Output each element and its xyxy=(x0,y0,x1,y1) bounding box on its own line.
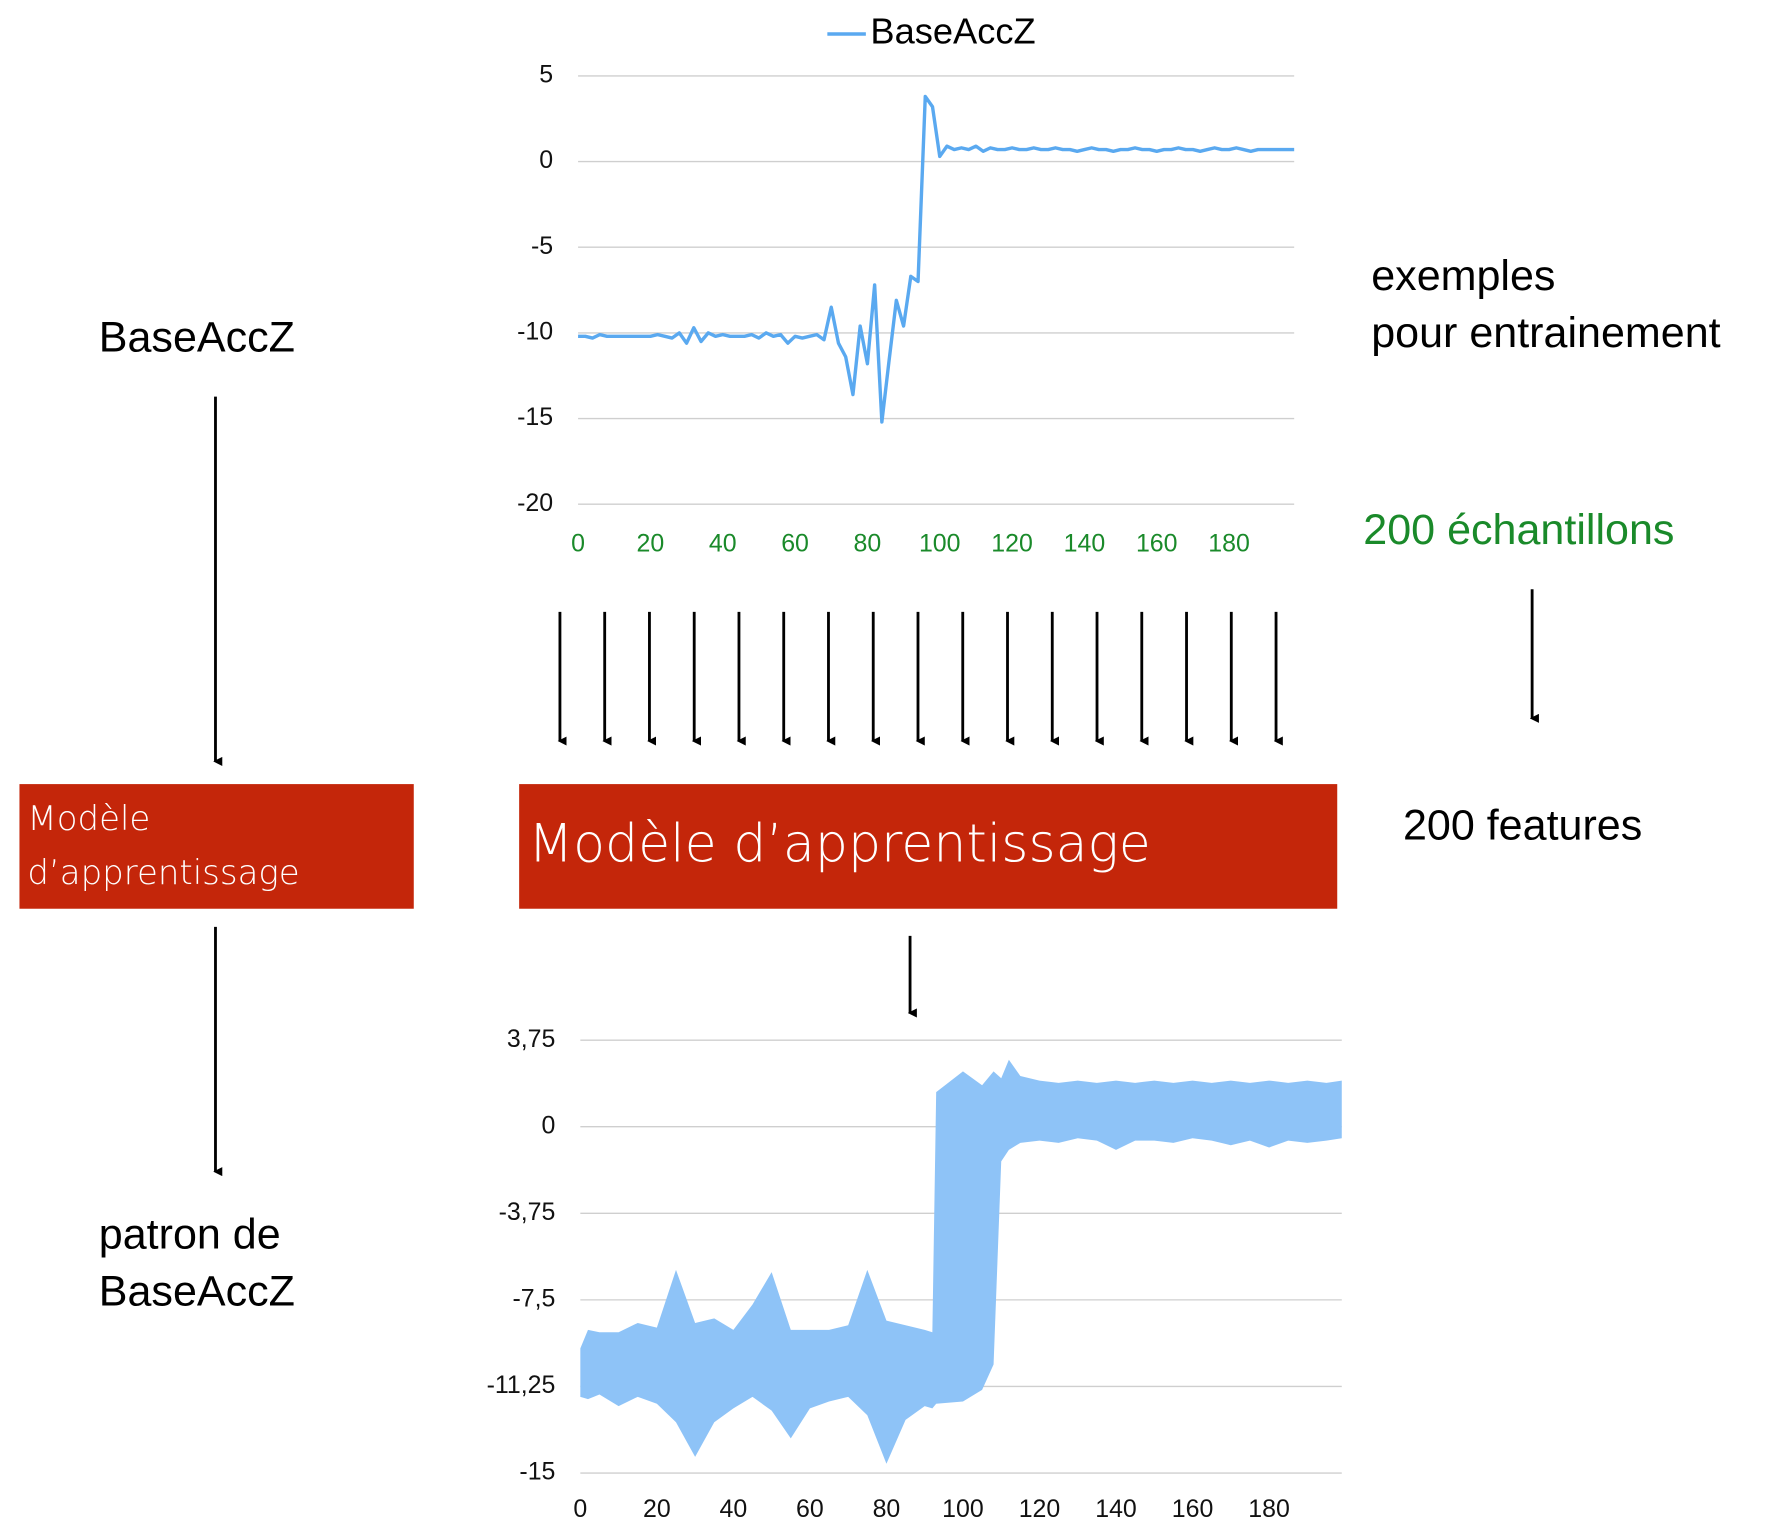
x-tick-label: 80 xyxy=(854,530,882,558)
model-label: Modèle d’apprentissage xyxy=(528,815,1151,875)
y-tick-label: 3,75 xyxy=(507,1025,555,1053)
data-line xyxy=(578,94,1295,424)
x-tick-label: 0 xyxy=(571,530,585,558)
y-tick-label: -5 xyxy=(531,232,553,260)
x-tick-label: 160 xyxy=(1136,530,1178,558)
y-tick-label: 0 xyxy=(539,146,553,174)
x-tick-label: 160 xyxy=(1172,1495,1214,1523)
y-tick-label: -15 xyxy=(519,1458,555,1486)
legend-label: BaseAccZ xyxy=(870,11,1035,52)
x-tick-label: 60 xyxy=(796,1495,824,1523)
model-label: Modèle xyxy=(27,799,150,839)
x-tick-label: 140 xyxy=(1064,530,1106,558)
x-tick-label: 40 xyxy=(720,1495,748,1523)
y-tick-label: 5 xyxy=(539,60,553,88)
y-tick-label: -15 xyxy=(517,403,553,431)
samples-label: 200 échantillons xyxy=(1363,506,1674,554)
x-tick-label: 80 xyxy=(873,1495,901,1523)
y-tick-label: -10 xyxy=(517,317,553,345)
x-tick-label: 40 xyxy=(709,530,737,558)
y-tick-label: -3,75 xyxy=(499,1198,556,1226)
x-tick-label: 120 xyxy=(1019,1495,1061,1523)
y-tick-label: -7,5 xyxy=(512,1284,555,1312)
model-box xyxy=(19,784,414,909)
output-label: patron de xyxy=(99,1211,281,1259)
range-area xyxy=(580,1059,1342,1464)
x-tick-label: 60 xyxy=(781,530,809,558)
output-label: BaseAccZ xyxy=(99,1267,295,1315)
model-box xyxy=(519,784,1338,909)
y-tick-label: 0 xyxy=(542,1111,556,1139)
model-label: d’apprentissage xyxy=(27,853,299,893)
features-label: 200 features xyxy=(1403,802,1642,850)
x-tick-label: 180 xyxy=(1208,530,1250,558)
x-tick-label: 140 xyxy=(1095,1495,1137,1523)
x-tick-label: 0 xyxy=(573,1495,587,1523)
x-tick-label: 120 xyxy=(991,530,1033,558)
y-tick-label: -20 xyxy=(517,489,553,517)
x-tick-label: 20 xyxy=(637,530,665,558)
examples-label: exemples xyxy=(1371,252,1555,300)
feature-arrows xyxy=(557,611,1283,746)
x-tick-label: 20 xyxy=(643,1495,671,1523)
x-tick-label: 180 xyxy=(1248,1495,1290,1523)
y-tick-label: -11,25 xyxy=(487,1371,556,1399)
x-tick-label: 100 xyxy=(942,1495,984,1523)
input-label: BaseAccZ xyxy=(99,313,295,361)
x-tick-label: 100 xyxy=(919,530,961,558)
examples-label: pour entrainement xyxy=(1371,309,1720,357)
